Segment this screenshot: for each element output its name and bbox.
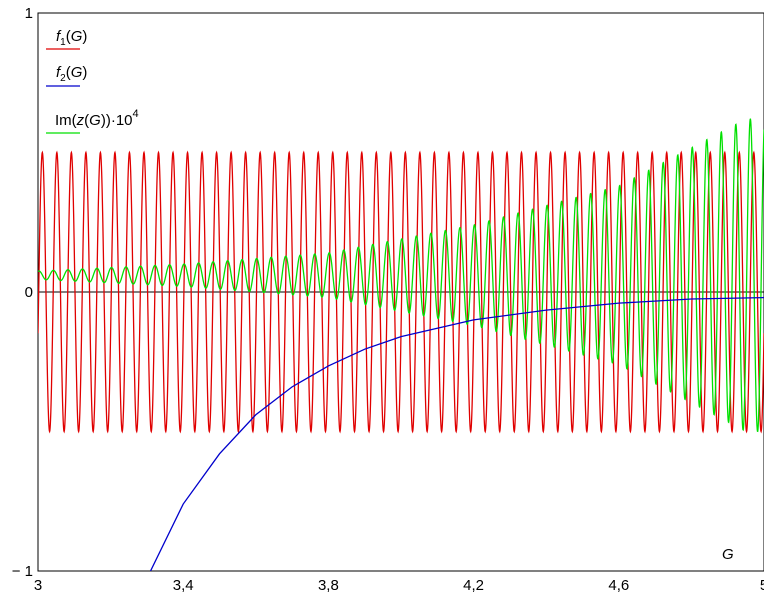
legend-args-f1: (G): [66, 28, 88, 45]
legend-label-f2: f2(G): [56, 64, 87, 84]
y-tick-label: − 1: [12, 563, 33, 580]
legend-item-f1: f1(G): [46, 28, 87, 50]
legend-args-f2: (G): [66, 64, 88, 81]
x-tick-label: 5: [760, 577, 764, 594]
series-f1-line: [38, 150, 764, 434]
legend-label-f1: f1(G): [56, 28, 87, 48]
x-axis-title: G: [722, 546, 734, 563]
x-tick-label: 3,8: [318, 577, 339, 594]
y-tick-label: 1: [25, 5, 33, 22]
x-tick-label: 3,4: [173, 577, 194, 594]
y-tick-label: 0: [25, 284, 33, 301]
legend-label-imz: Im(z(G))·104: [55, 108, 139, 129]
x-tick-label: 4,6: [608, 577, 629, 594]
legend-item-f2: f2(G): [46, 64, 87, 87]
x-tick-label: 4,2: [463, 577, 484, 594]
series-f2-line: [149, 296, 764, 571]
series-imz-line: [38, 118, 764, 433]
legend: f1(G) f2(G) Im(z(G))·104: [46, 28, 139, 134]
legend-item-imz: Im(z(G))·104: [46, 108, 139, 134]
x-tick-label: 3: [34, 577, 42, 594]
